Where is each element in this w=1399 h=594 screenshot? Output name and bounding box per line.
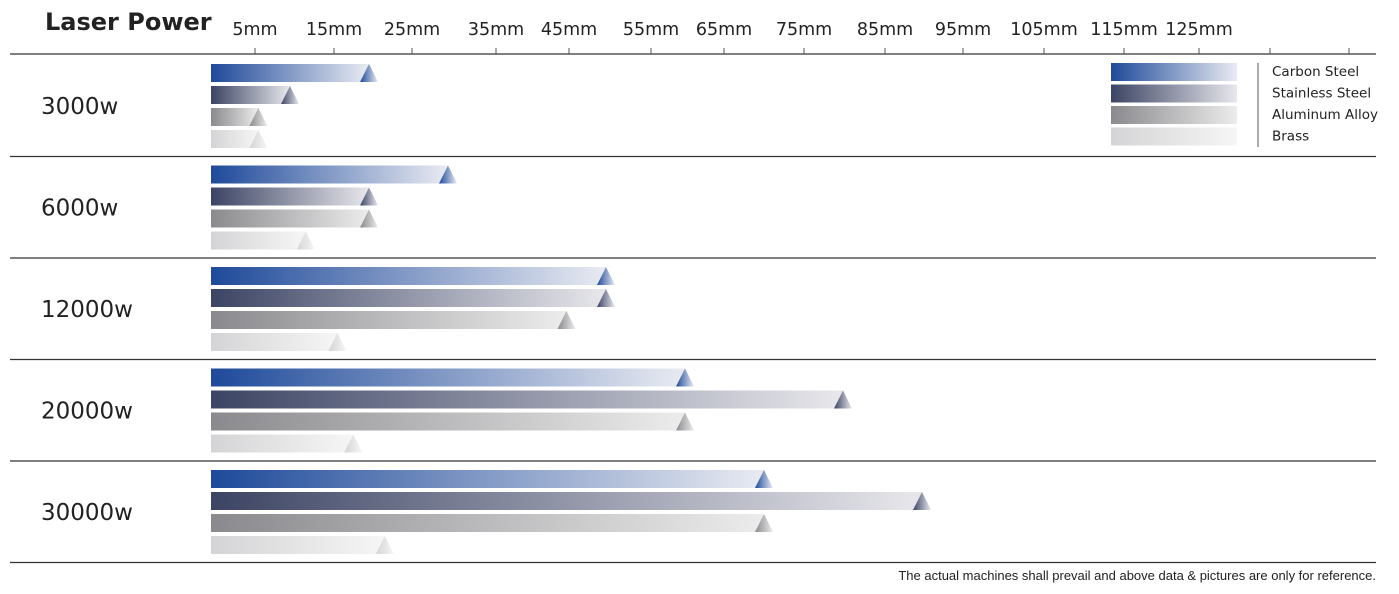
x-tick-label: 55mm <box>623 20 679 40</box>
legend-label: Brass <box>1272 129 1309 145</box>
bar-marker <box>557 311 576 329</box>
bar <box>211 209 369 228</box>
x-tick-label: 75mm <box>776 20 832 40</box>
bar-marker <box>676 412 694 431</box>
x-tick-label: 65mm <box>696 20 752 40</box>
x-axis-tick-marks <box>254 48 1350 54</box>
bar <box>211 231 306 250</box>
bar-marker <box>913 492 931 510</box>
x-tick-label: 45mm <box>541 20 597 40</box>
bar-marker <box>249 108 268 126</box>
bar <box>211 108 259 126</box>
row-separators <box>10 155 1376 564</box>
bar-marker <box>834 390 852 409</box>
bar-marker <box>360 64 378 82</box>
bar <box>211 390 843 409</box>
legend-label: Carbon Steel <box>1272 64 1359 80</box>
x-tick-label: 5mm <box>232 20 277 40</box>
x-tick-label: 115mm <box>1090 20 1158 40</box>
bar-marker <box>597 267 615 285</box>
bar <box>211 333 338 351</box>
bar <box>211 514 764 532</box>
x-tick-label: 95mm <box>935 20 991 40</box>
legend-swatch <box>1111 106 1237 124</box>
bar-marker <box>375 536 394 554</box>
bar <box>211 130 259 148</box>
row-label: 30000w <box>41 500 133 526</box>
bar <box>211 289 606 307</box>
bar-marker <box>360 209 378 228</box>
bar <box>211 434 354 453</box>
bar <box>211 86 290 104</box>
x-tick-label: 105mm <box>1010 20 1078 40</box>
x-tick-label: 85mm <box>857 20 913 40</box>
row-label: 12000w <box>41 297 133 323</box>
x-tick-label: 15mm <box>306 20 362 40</box>
legend-swatch <box>1111 127 1237 146</box>
bar-marker <box>755 470 773 488</box>
legend-label: Aluminum Alloy <box>1272 107 1378 123</box>
bar-marker <box>439 165 457 184</box>
bar-marker <box>281 86 299 104</box>
legend: Carbon Steel Stainless Steel Aluminum Allo… <box>1111 63 1378 147</box>
row-label: 3000w <box>41 94 118 120</box>
bar <box>211 470 764 488</box>
row-label: 6000w <box>41 195 118 221</box>
bar-marker <box>249 130 268 148</box>
bar-marker <box>676 368 694 387</box>
bar <box>211 536 385 554</box>
row-label: 20000w <box>41 398 133 424</box>
bar <box>211 187 369 206</box>
bar <box>211 165 448 184</box>
legend-swatch <box>1111 63 1237 81</box>
bar-marker <box>328 333 347 351</box>
footnote: The actual machines shall prevail and ab… <box>898 568 1376 583</box>
bar <box>211 267 606 285</box>
bar <box>211 311 567 329</box>
bar-marker <box>597 289 615 307</box>
row-labels: 3000w 6000w 12000w 20000w 30000w <box>41 94 133 526</box>
bar-marker <box>755 514 773 532</box>
bar-marker <box>360 187 378 206</box>
bar <box>211 412 685 431</box>
legend-label: Stainless Steel <box>1272 86 1371 102</box>
x-tick-label: 35mm <box>468 20 524 40</box>
bar <box>211 64 369 82</box>
bar-marker <box>296 231 315 250</box>
bar-marker <box>344 434 363 453</box>
x-tick-label: 125mm <box>1165 20 1233 40</box>
legend-swatch <box>1111 84 1237 103</box>
x-tick-label: 25mm <box>384 20 440 40</box>
chart-title: Laser Power <box>45 8 212 36</box>
bar <box>211 492 922 510</box>
x-axis-tick-labels: 5mm 15mm 25mm 35mm 45mm 55mm 65mm 75mm 85mm 95mm 1… <box>232 20 1232 40</box>
bar <box>211 368 685 387</box>
bars <box>211 64 931 554</box>
